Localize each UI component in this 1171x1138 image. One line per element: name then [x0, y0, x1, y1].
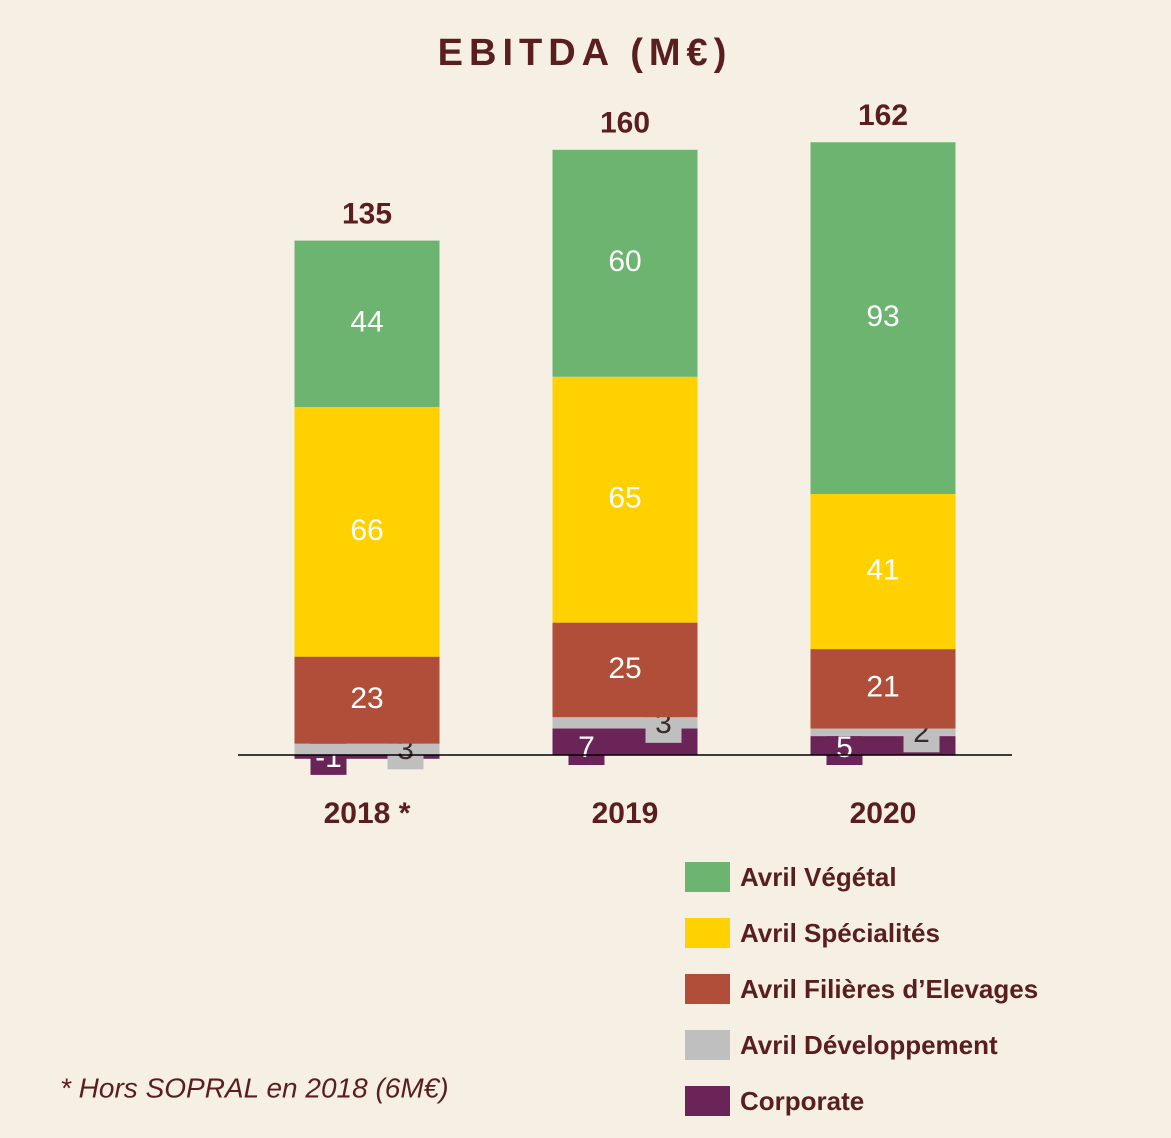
data-label: 25 — [608, 652, 641, 685]
legend-swatch — [685, 1030, 730, 1060]
footnote: * Hors SOPRAL en 2018 (6M€) — [60, 1072, 449, 1103]
x-tick-label: 2019 — [592, 797, 659, 830]
legend-label: Avril Développement — [740, 1030, 998, 1060]
data-label: 7 — [578, 731, 595, 764]
label-box — [568, 729, 605, 765]
data-label: 65 — [608, 482, 641, 515]
bar-segment — [810, 494, 956, 650]
legend-label: Avril Spécialités — [740, 918, 940, 948]
total-label: 162 — [858, 99, 908, 132]
bar-segment — [552, 717, 698, 729]
legend-swatch — [685, 1086, 730, 1116]
bar-segment — [810, 649, 956, 729]
bar-segment — [294, 240, 440, 408]
bar-segment — [294, 407, 440, 657]
bar-segment — [552, 622, 698, 718]
total-label: 135 — [342, 198, 392, 231]
total-label: 160 — [600, 107, 650, 140]
data-label: 23 — [350, 682, 383, 715]
bar-segment — [294, 656, 440, 744]
legend-swatch — [685, 862, 730, 892]
chart-title: EBITDA (M€) — [438, 32, 733, 74]
legend-label: Corporate — [740, 1086, 864, 1116]
x-tick-label: 2018 * — [324, 797, 411, 830]
x-tick-label: 2020 — [850, 797, 917, 830]
data-label: 21 — [866, 671, 899, 704]
legend-label: Avril Filières d’Elevages — [740, 974, 1038, 1004]
bar-segment — [810, 142, 956, 495]
data-label: 44 — [350, 306, 383, 339]
data-label: 66 — [350, 514, 383, 547]
legend-label: Avril Végétal — [740, 862, 897, 892]
bar-segment — [294, 755, 440, 759]
bar-segment — [552, 149, 698, 377]
bar-segment — [294, 743, 440, 755]
bar-segment — [552, 376, 698, 623]
legend-swatch — [685, 918, 730, 948]
data-label: 41 — [866, 553, 899, 586]
data-label: 60 — [608, 245, 641, 278]
bar-segment — [810, 728, 956, 737]
legend-swatch — [685, 974, 730, 1004]
data-label: 93 — [866, 300, 899, 333]
